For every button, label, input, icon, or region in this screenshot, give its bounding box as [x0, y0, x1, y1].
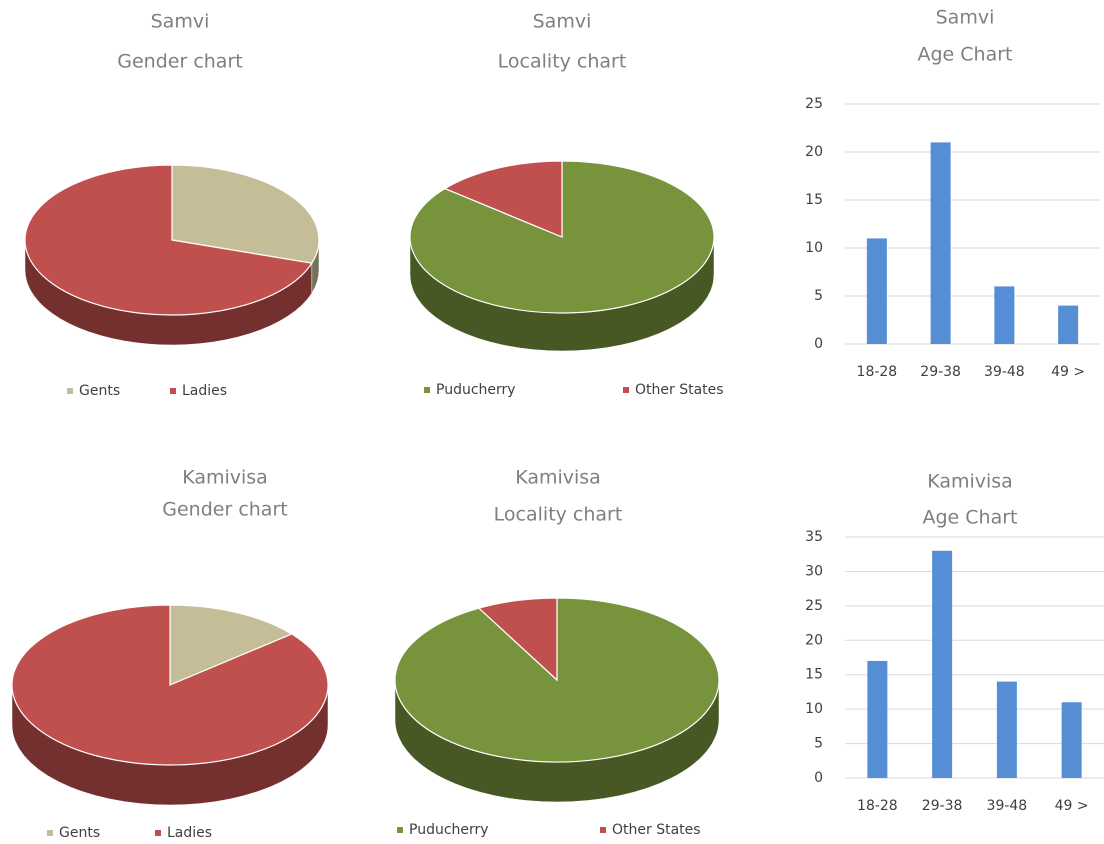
chart-title: Age Chart: [923, 507, 1018, 529]
pie-slice: [443, 160, 563, 238]
legend-marker: [623, 387, 629, 393]
y-tick-label: 0: [814, 336, 823, 352]
chart-title: Kamivisa: [927, 471, 1013, 493]
legend-label: Other States: [612, 822, 701, 838]
y-tick-label: 5: [814, 736, 823, 752]
legend-label: Gents: [79, 383, 120, 399]
chart-title: Kamivisa: [515, 467, 601, 489]
pie-top: [24, 164, 313, 316]
y-tick-label: 5: [814, 288, 823, 304]
chart-title: Samvi: [936, 7, 995, 29]
bar: [1061, 702, 1082, 778]
y-tick-label: 0: [814, 770, 823, 786]
pie-top: [169, 604, 294, 686]
bar: [994, 286, 1015, 344]
x-tick-label: 29-38: [922, 798, 963, 814]
x-tick-label: 49 >: [1051, 364, 1085, 380]
x-tick-label: 18-28: [857, 798, 898, 814]
legend-marker: [67, 388, 73, 394]
chart-title: Gender chart: [162, 499, 287, 521]
pie-slice: [409, 160, 715, 352]
pie-top: [171, 164, 320, 264]
pie-slice: [24, 164, 313, 346]
legend-marker: [424, 387, 430, 393]
legend-marker: [600, 827, 606, 833]
y-tick-label: 30: [805, 563, 823, 579]
y-tick-label: 25: [805, 598, 823, 614]
y-tick-label: 15: [805, 192, 823, 208]
chart-title: Locality chart: [498, 51, 627, 73]
x-tick-label: 39-48: [984, 364, 1025, 380]
x-tick-label: 49 >: [1055, 798, 1089, 814]
legend-label: Other States: [635, 382, 724, 398]
x-tick-label: 29-38: [920, 364, 961, 380]
chart-title: Gender chart: [117, 51, 242, 73]
y-tick-label: 20: [805, 144, 823, 160]
bar: [867, 660, 888, 778]
legend-label: Gents: [59, 825, 100, 841]
pie-top: [409, 160, 715, 314]
y-tick-label: 25: [805, 96, 823, 112]
chart-title: Samvi: [533, 11, 592, 33]
y-tick-label: 10: [805, 701, 823, 717]
legend-marker: [397, 827, 403, 833]
pie-slice: [169, 604, 294, 686]
legend-label: Ladies: [182, 383, 227, 399]
bar: [996, 681, 1017, 778]
bar: [932, 550, 953, 778]
pie-top: [11, 604, 329, 766]
x-tick-label: 18-28: [857, 364, 898, 380]
y-tick-label: 10: [805, 240, 823, 256]
legend-label: Puducherry: [409, 822, 489, 838]
chart-title: Kamivisa: [182, 467, 268, 489]
pie-top: [443, 160, 563, 238]
chart-title: Age Chart: [918, 44, 1013, 66]
legend-label: Puducherry: [436, 382, 516, 398]
legend-label: Ladies: [167, 825, 212, 841]
pie-slice: [11, 604, 329, 806]
legend-marker: [47, 830, 53, 836]
pie-slice: [171, 164, 320, 295]
legend-marker: [170, 388, 176, 394]
x-tick-label: 39-48: [987, 798, 1028, 814]
y-tick-label: 15: [805, 667, 823, 683]
bar: [1058, 305, 1079, 344]
chart-title: Locality chart: [494, 504, 623, 526]
chart-title: Samvi: [151, 11, 210, 33]
bar: [866, 238, 887, 344]
bar: [930, 142, 951, 344]
pie-top: [477, 597, 558, 682]
pie-slice: [477, 597, 558, 682]
y-tick-label: 35: [805, 529, 823, 545]
legend-marker: [155, 830, 161, 836]
y-tick-label: 20: [805, 632, 823, 648]
